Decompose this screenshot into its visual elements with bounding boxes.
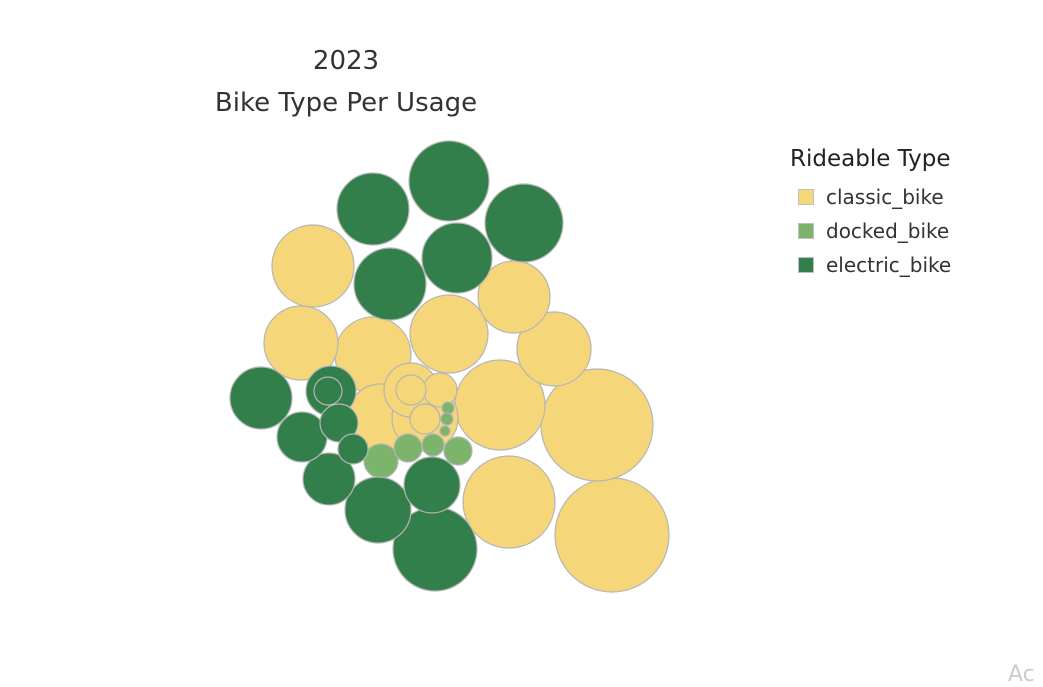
bubble-docked-bike-6[interactable] — [440, 412, 454, 426]
bubble-docked-bike-4[interactable] — [421, 433, 445, 457]
bubble-docked-bike-1[interactable] — [363, 443, 399, 479]
bubble-docked-bike-5[interactable] — [441, 401, 455, 415]
bubble-electric-bike-2[interactable] — [408, 140, 490, 222]
bubble-docked-bike-2[interactable] — [443, 436, 473, 466]
bubble-classic-bike-1[interactable] — [554, 477, 670, 593]
legend-swatch-classic-bike — [798, 189, 814, 205]
legend: Rideable Type classic_bike docked_bike e… — [790, 146, 951, 282]
bubble-electric-bike-11[interactable] — [276, 411, 328, 463]
bubble-docked-bike-7[interactable] — [439, 425, 451, 437]
bubble-classic-bike-14[interactable] — [422, 372, 458, 408]
bubble-classic-bike-2[interactable] — [540, 368, 654, 482]
bubble-classic-bike-5[interactable] — [271, 224, 355, 308]
legend-item-classic-bike[interactable]: classic_bike — [790, 180, 951, 214]
chart-title-subtitle: Bike Type Per Usage — [214, 88, 478, 118]
legend-item-electric-bike[interactable]: electric_bike — [790, 248, 951, 282]
bubble-electric-bike-5[interactable] — [353, 247, 427, 321]
bubble-electric-bike-9[interactable] — [403, 456, 461, 514]
bubble-classic-bike-15[interactable] — [409, 403, 441, 435]
bubble-electric-bike-10[interactable] — [302, 452, 356, 506]
bubble-electric-bike-6[interactable] — [421, 222, 493, 294]
bubble-classic-bike-8[interactable] — [263, 305, 339, 381]
bubble-classic-bike-6[interactable] — [409, 294, 489, 374]
watermark-text: Ac — [1008, 662, 1035, 687]
bubble-electric-bike-4[interactable] — [336, 172, 410, 246]
bubble-docked-bike-3[interactable] — [393, 433, 423, 463]
bubble-classic-bike-9[interactable] — [516, 311, 592, 387]
legend-swatch-electric-bike — [798, 257, 814, 273]
bubble-electric-bike-8[interactable] — [229, 366, 293, 430]
legend-label-classic-bike: classic_bike — [826, 185, 944, 209]
legend-title: Rideable Type — [790, 146, 951, 172]
bubble-electric-bike-13[interactable] — [319, 403, 359, 443]
legend-item-docked-bike[interactable]: docked_bike — [790, 214, 951, 248]
bubble-electric-bike-7[interactable] — [344, 476, 412, 544]
legend-label-docked-bike: docked_bike — [826, 219, 950, 243]
bubble-classic-bike-16[interactable] — [395, 374, 427, 406]
bubble-electric-bike-3[interactable] — [484, 183, 564, 263]
bubble-classic-bike-3[interactable] — [462, 455, 556, 549]
bubble-electric-bike-15[interactable] — [313, 376, 343, 406]
chart-title-year: 2023 — [312, 46, 380, 76]
legend-label-electric-bike: electric_bike — [826, 253, 952, 277]
legend-swatch-docked-bike — [798, 223, 814, 239]
bubble-electric-bike-14[interactable] — [337, 433, 369, 465]
